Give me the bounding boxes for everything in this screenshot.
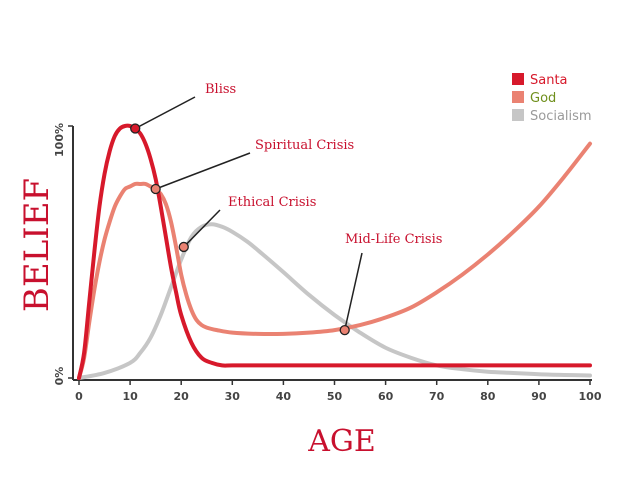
legend-swatch xyxy=(512,73,524,85)
legend-swatch xyxy=(512,109,524,121)
annotation-leader-line xyxy=(155,152,251,190)
y-tick-label: 0% xyxy=(53,367,66,386)
legend-label: Santa xyxy=(530,73,568,88)
annotation-layer: Bliss Spiritual Crisis Ethical Crisis Mid-L… xyxy=(130,82,442,336)
x-tick-label: 40 xyxy=(276,390,292,403)
x-tick-label: 60 xyxy=(378,390,394,403)
series-line-socialism xyxy=(77,222,592,380)
x-tick-label: 70 xyxy=(429,390,445,403)
legend-label: Socialism xyxy=(530,109,592,124)
axes xyxy=(72,126,592,381)
series-line-santa xyxy=(77,123,592,380)
legend: Santa God Socialism xyxy=(512,73,592,124)
x-tick-label: 50 xyxy=(327,390,343,403)
y-tick-label: 100% xyxy=(53,123,66,157)
x-axis-label: AGE xyxy=(307,424,376,459)
series-lines xyxy=(77,123,592,380)
x-tick-label: 20 xyxy=(174,390,190,403)
x-tick-label: 100 xyxy=(579,390,602,403)
x-tick-label: 90 xyxy=(531,390,547,403)
legend-swatch xyxy=(512,91,524,103)
annotation-leader-line xyxy=(343,252,363,331)
y-axis-label: BELIEF xyxy=(17,178,57,312)
x-tick-label: 10 xyxy=(122,390,138,403)
x-tick-label: 80 xyxy=(480,390,496,403)
annotation-marker xyxy=(150,183,161,195)
annotation-marker xyxy=(178,241,189,253)
annotation-label: Bliss xyxy=(205,82,236,97)
annotation-marker xyxy=(339,324,350,336)
x-tick-label: 0 xyxy=(75,390,83,403)
legend-label: God xyxy=(530,91,556,106)
annotation-label: Mid-Life Crisis xyxy=(345,232,442,247)
annotation-label: Ethical Crisis xyxy=(228,195,316,210)
annotation-marker xyxy=(130,123,141,134)
x-tick-label: 30 xyxy=(225,390,241,403)
annotation-leader-line xyxy=(183,209,221,248)
y-tick-group: 0% 100% xyxy=(53,123,73,385)
annotation-leader-line xyxy=(134,96,196,130)
x-tick-group: 0 10 20 30 40 50 60 70 80 90 100 xyxy=(75,380,602,403)
series-line-god xyxy=(77,141,592,380)
annotation-label: Spiritual Crisis xyxy=(255,138,354,153)
